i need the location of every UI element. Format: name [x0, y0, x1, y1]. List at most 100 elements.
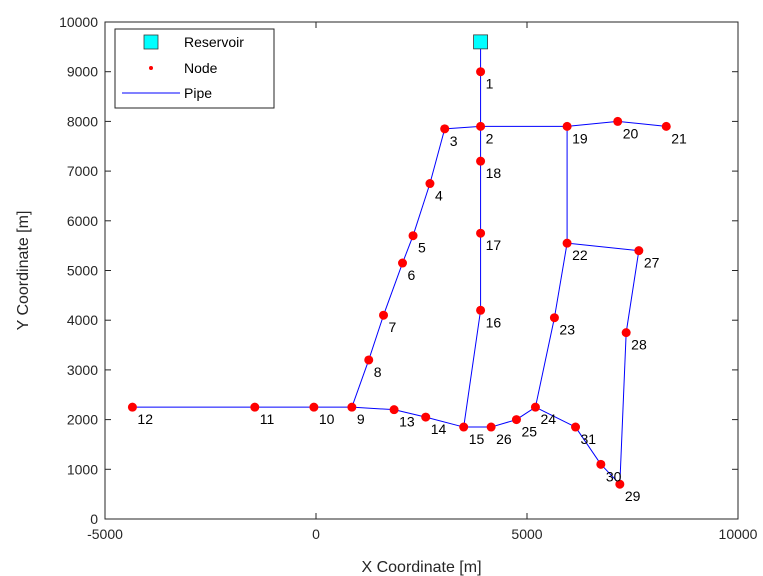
node-5 — [408, 231, 418, 241]
node-label-25: 25 — [521, 424, 537, 440]
pipe-22-27 — [567, 242, 639, 252]
node-9 — [347, 402, 357, 412]
y-tick-label: 2000 — [67, 412, 98, 428]
pipe-8-9 — [351, 359, 370, 408]
legend-label-node: Node — [184, 60, 218, 76]
node-label-15: 15 — [469, 431, 485, 447]
node-28 — [621, 328, 631, 338]
node-label-22: 22 — [572, 247, 588, 263]
node-2 — [476, 121, 486, 131]
legend-node-marker — [149, 66, 153, 70]
node-10 — [309, 402, 319, 412]
node-21 — [661, 121, 671, 131]
node-15 — [459, 422, 469, 432]
node-label-19: 19 — [572, 130, 588, 146]
node-17 — [476, 228, 486, 238]
legend: Reservoir Node Pipe — [114, 28, 275, 109]
node-27 — [634, 246, 644, 256]
pipe-7-8 — [368, 315, 384, 361]
x-tick-label: -5000 — [87, 526, 123, 542]
nodes-layer — [127, 34, 671, 489]
y-tick-label: 0 — [90, 511, 98, 527]
node-label-30: 30 — [606, 468, 622, 484]
pipe-20-21 — [617, 120, 667, 127]
node-label-12: 12 — [137, 411, 153, 427]
node-label-21: 21 — [671, 130, 687, 146]
pipes-layer — [132, 41, 667, 485]
node-label-1: 1 — [486, 76, 494, 92]
node-label-28: 28 — [631, 337, 647, 353]
node-1 — [476, 67, 486, 77]
node-13 — [389, 405, 399, 415]
node-12 — [127, 402, 137, 412]
x-tick-label: 5000 — [511, 526, 542, 542]
node-label-10: 10 — [319, 411, 335, 427]
node-6 — [398, 258, 408, 268]
node-20 — [613, 116, 623, 126]
node-label-27: 27 — [644, 255, 660, 271]
x-axis-label: X Coordinate [m] — [361, 559, 481, 576]
node-label-11: 11 — [260, 411, 275, 427]
node-label-26: 26 — [496, 431, 512, 447]
node-3 — [440, 124, 450, 134]
node-label-2: 2 — [486, 130, 494, 146]
node-22 — [562, 238, 572, 248]
x-tick-label: 10000 — [719, 526, 758, 542]
pipe-4-5 — [412, 183, 431, 236]
node-24 — [530, 402, 540, 412]
node-label-14: 14 — [431, 421, 447, 437]
y-axis-label: Y Coordinate [m] — [15, 211, 32, 331]
node-14 — [421, 412, 431, 422]
pipe-13-14 — [393, 409, 426, 418]
node-label-9: 9 — [357, 411, 365, 427]
node-label-13: 13 — [399, 414, 415, 430]
node-label-17: 17 — [486, 237, 502, 253]
y-tick-label: 7000 — [67, 163, 98, 179]
pipe-23-24 — [534, 317, 555, 408]
node-18 — [476, 156, 486, 166]
pipe-15-16 — [463, 310, 482, 428]
y-tick-label: 3000 — [67, 362, 98, 378]
x-tick-label: 0 — [312, 526, 320, 542]
node-label-6: 6 — [408, 267, 416, 283]
node-label-5: 5 — [418, 240, 426, 256]
legend-label-pipe: Pipe — [184, 85, 212, 101]
y-tick-label: 1000 — [67, 461, 98, 477]
pipe-28-29 — [619, 332, 627, 485]
node-label-31: 31 — [581, 431, 597, 447]
reservoir-marker — [473, 34, 488, 50]
pipe-14-15 — [425, 416, 464, 428]
legend-box — [114, 28, 275, 109]
pipe-6-7 — [383, 262, 403, 316]
node-8 — [364, 355, 374, 365]
node-label-4: 4 — [435, 188, 443, 204]
pipe-9-13 — [351, 406, 395, 411]
node-31 — [571, 422, 581, 432]
pipe-5-6 — [402, 235, 414, 264]
pipe-30-31 — [575, 426, 602, 465]
node-23 — [549, 313, 559, 323]
pipe-19-20 — [567, 120, 618, 127]
axes-layer: -5000 0 5000 100000100020003000400050006000… — [15, 14, 758, 576]
node-label-16: 16 — [486, 314, 502, 330]
node-30 — [596, 459, 606, 469]
y-tick-label: 9000 — [67, 64, 98, 80]
node-4 — [425, 179, 435, 189]
legend-reservoir-marker — [143, 34, 159, 50]
node-label-29: 29 — [625, 488, 641, 504]
node-29 — [615, 479, 625, 489]
y-tick-label: 10000 — [59, 14, 98, 30]
node-7 — [379, 310, 389, 320]
node-19 — [562, 121, 572, 131]
y-tick-label: 6000 — [67, 213, 98, 229]
pipe-29-30 — [600, 463, 621, 485]
node-16 — [476, 305, 486, 315]
node-26 — [486, 422, 496, 432]
y-tick-label: 5000 — [67, 263, 98, 279]
pipe-27-28 — [625, 250, 640, 333]
legend-label-reservoir: Reservoir — [184, 34, 244, 50]
node-label-8: 8 — [374, 364, 382, 380]
y-tick-label: 4000 — [67, 312, 98, 328]
y-tick-label: 8000 — [67, 113, 98, 129]
